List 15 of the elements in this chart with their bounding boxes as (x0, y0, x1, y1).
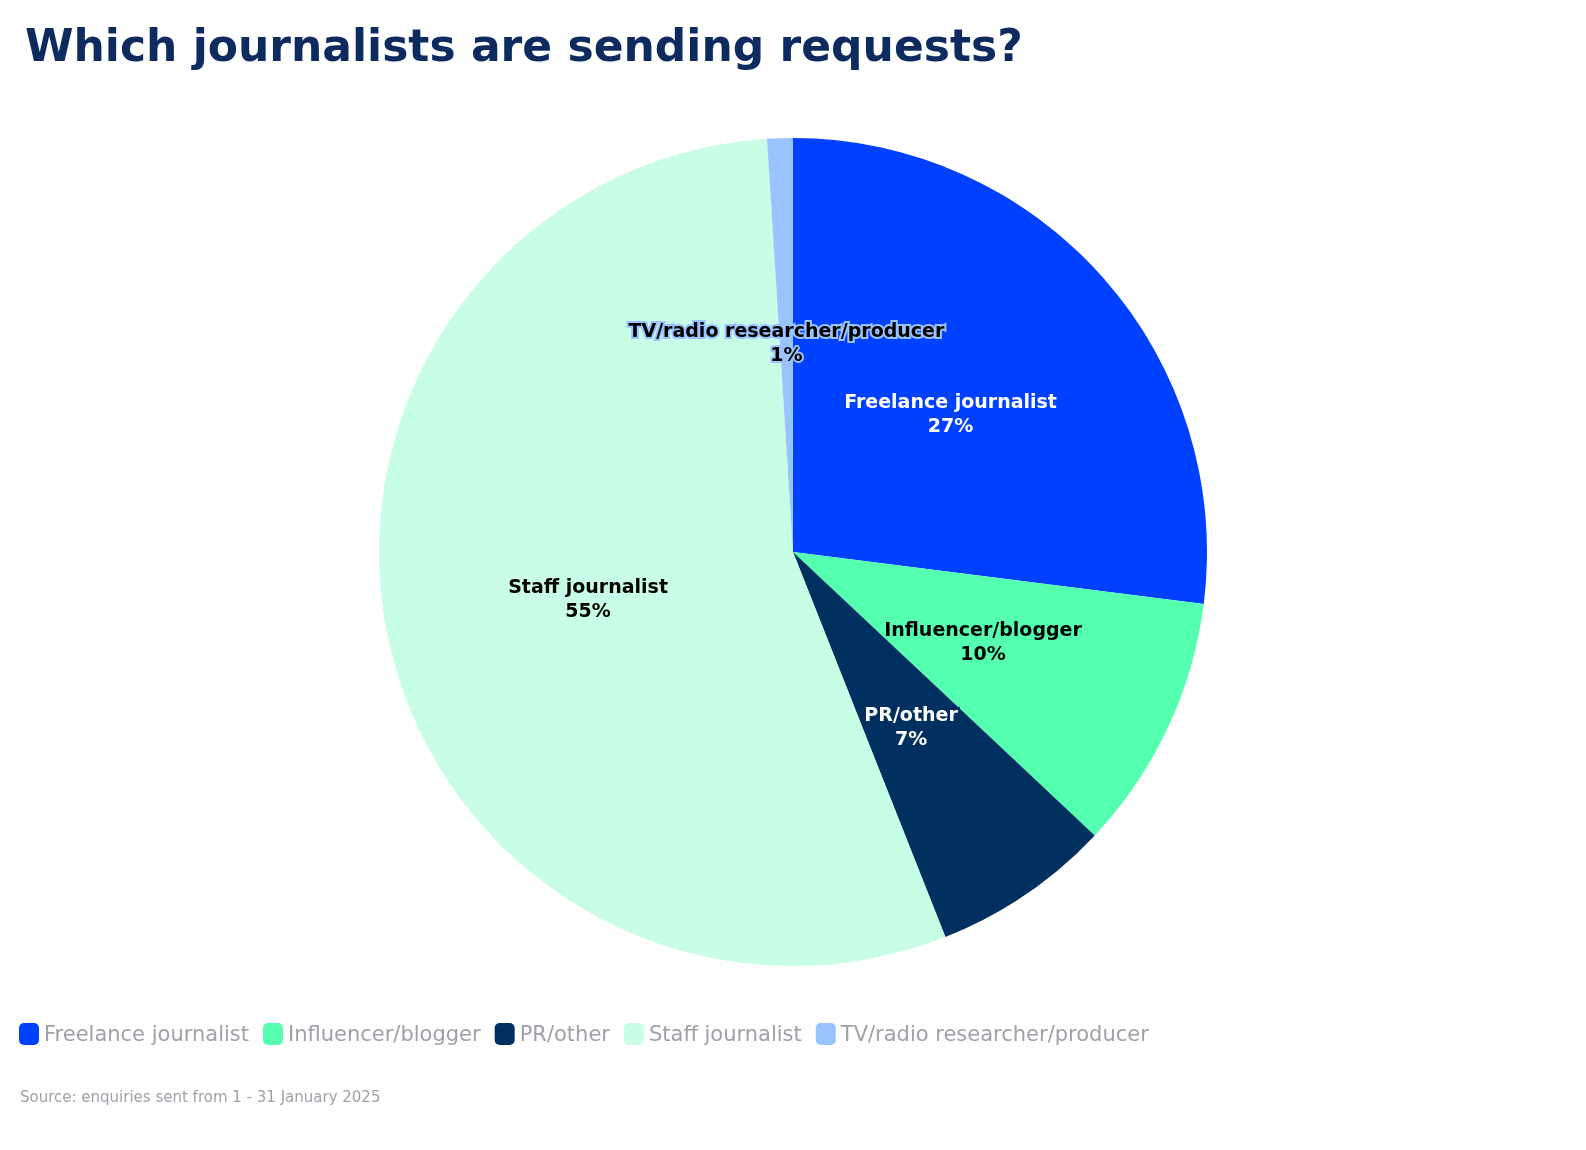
slice-label: PR/other (864, 702, 959, 725)
chart-title: Which journalists are sending requests? (25, 19, 1023, 71)
source-note: Source: enquiries sent from 1 - 31 January 2025 (20, 1087, 381, 1106)
data-label: 27% (927, 414, 974, 437)
slice-label: Staff journalist (508, 574, 668, 597)
data-label: 10% (960, 642, 1006, 665)
slice-label: Freelance journalist (844, 390, 1057, 413)
legend-label: Influencer/blogger (288, 1022, 482, 1046)
data-label: 7% (894, 726, 928, 749)
legend-label: Freelance journalist (44, 1022, 249, 1046)
legend-label: PR/other (519, 1022, 611, 1046)
legend-label: Staff journalist (648, 1022, 802, 1046)
legend-label: TV/radio researcher/producer (839, 1022, 1150, 1046)
data-label: 55% (565, 598, 611, 621)
slice-label: Influencer/blogger (884, 618, 1083, 641)
